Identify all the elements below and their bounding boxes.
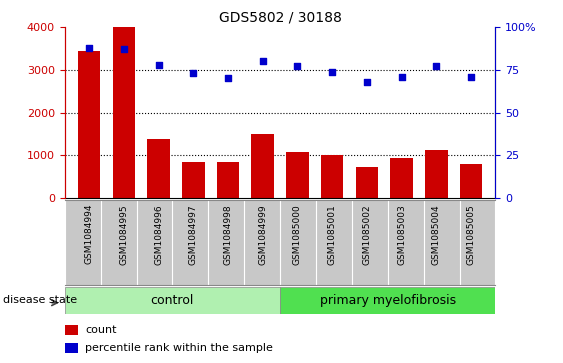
Bar	[113, 27, 135, 198]
Bar	[148, 139, 170, 198]
Point	[293, 64, 302, 69]
Text: GSM1085002: GSM1085002	[363, 204, 372, 265]
Bar	[65, 287, 280, 314]
Text: GSM1085004: GSM1085004	[432, 204, 441, 265]
Bar	[65, 343, 78, 354]
Point	[84, 45, 93, 50]
Bar	[252, 134, 274, 198]
Text: count: count	[86, 325, 117, 335]
Text: GSM1085005: GSM1085005	[467, 204, 476, 265]
Bar	[286, 152, 309, 198]
Point	[432, 64, 441, 69]
Point	[467, 74, 476, 79]
Bar	[321, 155, 343, 198]
Bar	[217, 162, 239, 198]
Bar	[425, 150, 448, 198]
Bar	[78, 51, 100, 198]
Text: GSM1085003: GSM1085003	[397, 204, 406, 265]
Text: GSM1084999: GSM1084999	[258, 204, 267, 265]
Bar	[390, 158, 413, 198]
Point	[189, 70, 198, 76]
Bar	[356, 167, 378, 198]
Text: control: control	[151, 294, 194, 307]
Bar	[280, 287, 495, 314]
Text: primary myelofibrosis: primary myelofibrosis	[320, 294, 456, 307]
Text: GSM1084996: GSM1084996	[154, 204, 163, 265]
Point	[363, 79, 372, 85]
Bar	[460, 164, 482, 198]
Point	[328, 69, 337, 74]
Text: GSM1085001: GSM1085001	[328, 204, 337, 265]
Text: GSM1084995: GSM1084995	[119, 204, 128, 265]
Point	[258, 58, 267, 64]
Title: GDS5802 / 30188: GDS5802 / 30188	[218, 11, 342, 25]
Text: GSM1084998: GSM1084998	[224, 204, 233, 265]
Point	[154, 62, 163, 68]
Text: GSM1085000: GSM1085000	[293, 204, 302, 265]
Text: GSM1084994: GSM1084994	[84, 204, 93, 264]
Text: percentile rank within the sample: percentile rank within the sample	[86, 343, 273, 354]
Point	[397, 74, 406, 79]
Text: GSM1084997: GSM1084997	[189, 204, 198, 265]
Text: disease state: disease state	[3, 295, 77, 305]
Point	[119, 46, 128, 52]
Point	[224, 76, 233, 81]
Bar	[182, 162, 204, 198]
Bar	[65, 325, 78, 335]
